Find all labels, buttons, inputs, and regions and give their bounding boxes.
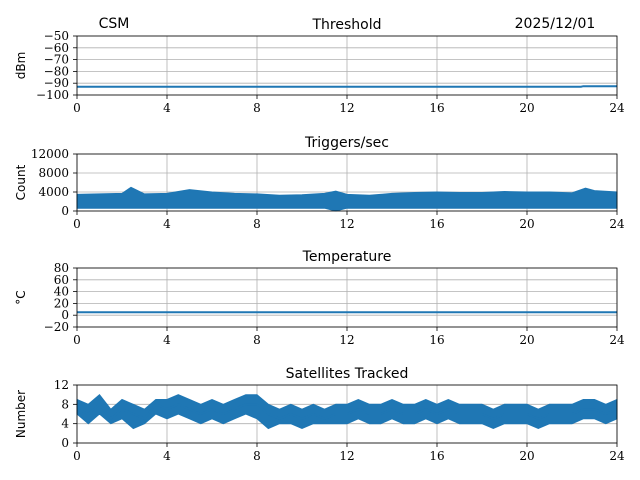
- y-tick-label: 20: [54, 296, 69, 310]
- chart-panel-2: 0 4 8 12 16 20 24 0 4000 8000 12000 Triggers/sec Cou…: [14, 135, 625, 231]
- y-axis-label: Number: [14, 390, 28, 438]
- x-tick-label: 4: [163, 333, 171, 347]
- chart-title: Threshold: [312, 17, 382, 33]
- y-tick-label: 12: [54, 378, 69, 392]
- x-tick-label: 16: [429, 333, 444, 347]
- x-tick-label: 8: [253, 217, 261, 231]
- x-tick-label: 4: [163, 101, 171, 115]
- x-tick-label: 24: [609, 101, 625, 115]
- y-tick-label: −60: [44, 41, 69, 55]
- header-left-label: CSM: [99, 16, 130, 32]
- x-tick-label: 16: [429, 101, 444, 115]
- y-tick-label: −100: [36, 88, 69, 102]
- x-tick-label: 0: [73, 217, 81, 231]
- chart-title: Temperature: [302, 249, 392, 265]
- x-tick-label: 0: [73, 101, 81, 115]
- x-tick-label: 12: [339, 449, 354, 463]
- y-tick-label: −80: [44, 64, 69, 78]
- header-date-label: 2025/12/01: [515, 16, 596, 32]
- x-tick-label: 20: [519, 101, 534, 115]
- y-tick-label: 0: [61, 204, 69, 218]
- chart-title: Triggers/sec: [304, 135, 389, 151]
- y-tick-label: −20: [44, 320, 69, 334]
- x-tick-label: 20: [519, 449, 534, 463]
- x-tick-label: 12: [339, 217, 354, 231]
- y-tick-label: 4: [61, 417, 69, 431]
- series-line: [77, 85, 617, 88]
- y-tick-label: 4000: [38, 185, 69, 199]
- y-tick-label: −90: [44, 76, 69, 90]
- chart-panel-4: 0 4 8 12 16 20 24 12 8 4 0 Satellites Tracked Number: [14, 366, 625, 463]
- y-tick-label: 0: [61, 436, 69, 450]
- series-line: [76, 402, 618, 421]
- y-axis-label: dBm: [14, 52, 28, 80]
- x-tick-label: 12: [339, 101, 354, 115]
- x-tick-label: 20: [519, 333, 534, 347]
- x-tick-label: 0: [73, 449, 81, 463]
- x-tick-label: 4: [163, 449, 171, 463]
- y-tick-label: 12000: [31, 147, 69, 161]
- x-tick-label: 16: [429, 217, 444, 231]
- y-tick-label: 40: [54, 285, 69, 299]
- y-tick-label: −70: [44, 53, 69, 67]
- x-tick-label: 16: [429, 449, 444, 463]
- x-tick-label: 0: [73, 333, 81, 347]
- y-tick-label: −50: [44, 29, 69, 43]
- y-tick-label: 8: [61, 397, 69, 411]
- x-tick-label: 4: [163, 217, 171, 231]
- y-tick-label: 8000: [38, 166, 69, 180]
- chart-panel-1: 0 4 8 12 16 20 24 −50−60−70−80−90−100 Threshold d…: [14, 17, 625, 115]
- y-tick-label: 80: [54, 261, 69, 275]
- y-tick-label: 60: [54, 273, 69, 287]
- x-tick-label: 24: [609, 333, 625, 347]
- x-tick-label: 12: [339, 333, 354, 347]
- x-tick-label: 8: [253, 101, 261, 115]
- y-axis-label: Count: [14, 164, 28, 200]
- x-tick-label: 20: [519, 217, 534, 231]
- x-tick-label: 8: [253, 449, 261, 463]
- y-axis-label: °C: [14, 290, 28, 304]
- x-tick-label: 24: [609, 449, 625, 463]
- x-tick-label: 24: [609, 217, 625, 231]
- y-tick-label: 0: [61, 308, 69, 322]
- x-tick-label: 8: [253, 333, 261, 347]
- chart-title: Satellites Tracked: [286, 366, 409, 382]
